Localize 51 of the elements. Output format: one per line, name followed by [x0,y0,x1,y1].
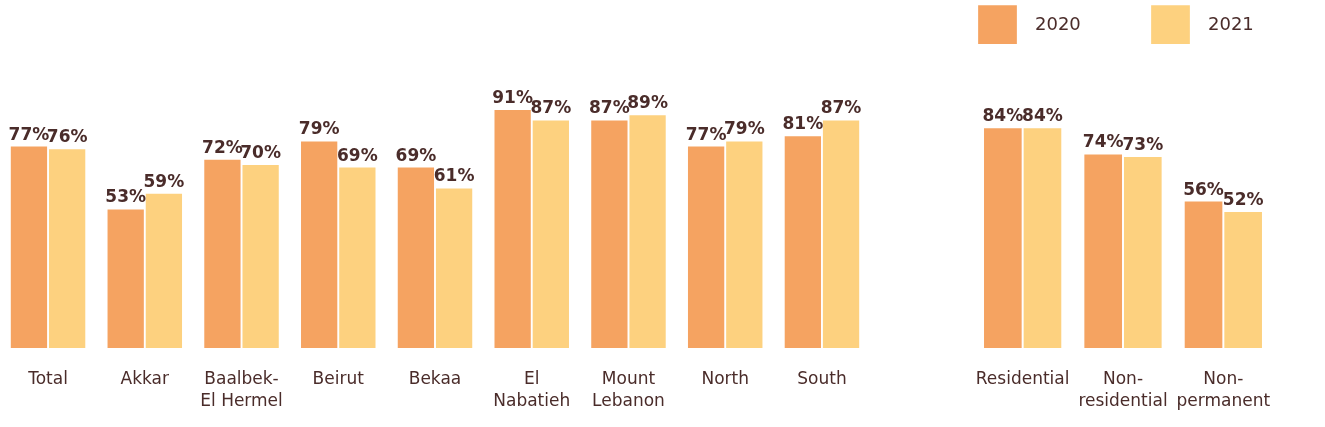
data-label: 84% [1022,105,1063,126]
bar [1224,212,1262,348]
data-label: 61% [433,165,475,186]
bar [435,188,473,348]
x-tick-label: Non-residential [1078,367,1168,410]
legend-label: 2020 [1035,12,1081,34]
bar [822,120,860,348]
data-label: 69% [337,144,378,165]
bar [1123,157,1162,348]
legend-label: 2021 [1208,12,1254,34]
bar [629,115,666,348]
bar [687,146,725,348]
x-tick-label: Total [27,367,68,388]
bar [1023,128,1062,348]
data-label: 79% [298,118,340,139]
x-tick-label: Non-permanent [1176,367,1271,410]
data-label: 69% [395,144,437,165]
bar [339,167,376,348]
bar [242,164,279,348]
bar [397,167,435,348]
data-label: 52% [1222,189,1264,209]
data-label: 72% [202,136,243,157]
x-tick-label: El Nabatieh [493,367,571,410]
bar [726,141,763,348]
bar [145,193,183,348]
data-label: 74% [1082,131,1124,152]
bar [1084,154,1123,348]
data-label: 56% [1183,178,1224,199]
bar [591,120,628,348]
bar [10,146,48,348]
data-label: 73% [1122,134,1164,155]
bar [301,141,338,348]
bar [1184,201,1223,348]
x-tick-label: Residential [975,367,1070,388]
x-tick-label: Akkar [120,367,170,388]
x-tick-label: Baalbek-El Hermel [200,367,283,410]
x-tick-label: Bekaa [408,367,462,388]
data-label: 77% [8,123,50,144]
x-tick-label: South [797,367,847,388]
bar [49,149,86,348]
data-label: 70% [240,141,281,162]
bar [532,120,569,348]
data-label: 84% [982,105,1024,126]
bar [784,136,821,348]
x-tick-label: Mount Lebanon [592,367,665,410]
bar [204,159,241,348]
bar [984,128,1022,348]
x-tick-label: North [701,367,749,388]
x-tick-label: Beirut [312,367,365,388]
bar [494,110,531,348]
bar [107,209,144,348]
